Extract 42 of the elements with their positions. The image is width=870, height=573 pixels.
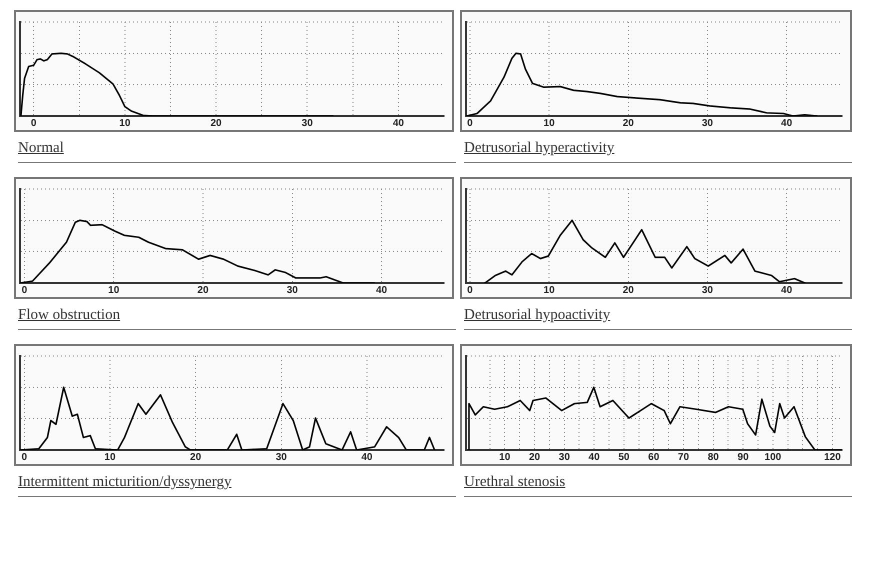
x-tick-label: 60 bbox=[648, 452, 660, 463]
text: Flow obstruction bbox=[18, 307, 456, 330]
x-tick-label: 40 bbox=[781, 118, 793, 129]
x-tick-label: 40 bbox=[781, 284, 793, 296]
x-tick-label: 0 bbox=[30, 118, 37, 129]
x-tick-label: 0 bbox=[22, 452, 28, 463]
x-tick-label: 120 bbox=[824, 452, 842, 463]
x-tick-label: 30 bbox=[286, 284, 298, 296]
x-tick-label: 20 bbox=[190, 452, 202, 463]
x-tick-label: 10 bbox=[544, 118, 556, 129]
x-tick-label: 10 bbox=[104, 452, 116, 463]
text: Urethral stenosis bbox=[464, 474, 852, 497]
text: Normal bbox=[18, 140, 456, 163]
x-tick-label: 10 bbox=[499, 452, 511, 463]
x-tick-label: 0 bbox=[467, 118, 474, 129]
x-tick-label: 70 bbox=[678, 452, 690, 463]
text: Detrusorial hyperactivity bbox=[464, 140, 852, 163]
x-tick-label: 30 bbox=[276, 452, 288, 463]
x-tick-label: 30 bbox=[302, 118, 314, 129]
x-tick-label: 40 bbox=[392, 118, 404, 129]
x-tick-label: 0 bbox=[467, 284, 474, 296]
x-tick-label: 50 bbox=[618, 452, 630, 463]
x-tick-label: 30 bbox=[702, 118, 714, 129]
x-tick-label: 100 bbox=[764, 452, 782, 463]
x-tick-label: 80 bbox=[708, 452, 720, 463]
x-tick-label: 20 bbox=[622, 118, 634, 129]
x-tick-label: 10 bbox=[108, 284, 120, 296]
x-tick-label: 10 bbox=[544, 284, 556, 296]
x-tick-label: 10 bbox=[119, 118, 131, 129]
x-tick-label: 20 bbox=[210, 118, 222, 129]
x-tick-label: 20 bbox=[528, 452, 541, 463]
x-tick-label: 40 bbox=[361, 452, 373, 463]
x-tick-label: 0 bbox=[22, 284, 28, 296]
x-tick-label: 40 bbox=[588, 452, 600, 463]
x-tick-label: 30 bbox=[702, 284, 714, 296]
x-tick-label: 30 bbox=[558, 452, 570, 463]
x-tick-label: 40 bbox=[376, 284, 388, 296]
text: Intermittent micturition/dyssynergy bbox=[18, 474, 456, 497]
x-tick-label: 90 bbox=[738, 452, 750, 463]
x-tick-label: 20 bbox=[622, 284, 634, 296]
x-tick-label: 20 bbox=[197, 284, 209, 296]
text: Detrusorial hypoactivity bbox=[464, 307, 852, 330]
